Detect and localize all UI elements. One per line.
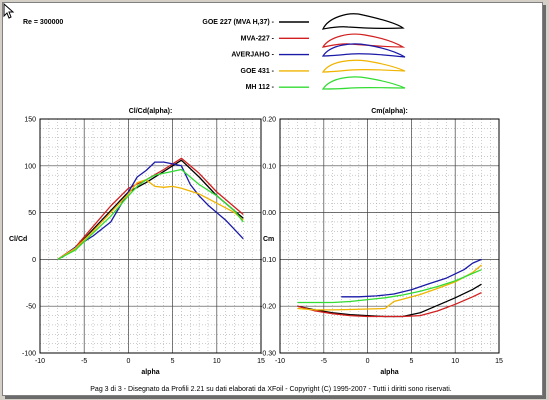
y-tick-label: 0 bbox=[32, 257, 36, 264]
report-sheet: Re = 300000 GOE 227 (MVA H,37) - MVA-227 … bbox=[2, 2, 543, 396]
series-line-cm-1 bbox=[297, 292, 482, 318]
y-axis-label: Cm bbox=[263, 236, 274, 243]
legend-label: MVA-227 - bbox=[241, 35, 275, 42]
x-tick-label: 10 bbox=[451, 358, 459, 365]
y-tick-label: 0.20 bbox=[262, 117, 276, 124]
x-tick-label: -5 bbox=[81, 358, 87, 365]
chart-title: Cm(alpha): bbox=[371, 108, 408, 115]
reynolds-label: Re = 300000 bbox=[23, 19, 63, 26]
x-tick-label: 15 bbox=[257, 358, 265, 365]
mouse-cursor-icon bbox=[3, 3, 15, 19]
chart-title: Cl/Cd(alpha): bbox=[129, 108, 173, 115]
series-line-cm-0 bbox=[297, 283, 482, 318]
y-tick-label: -0.20 bbox=[260, 304, 276, 311]
series-line-clcd-1 bbox=[57, 157, 244, 260]
cm-chart: -10 -5 0 5 10 15-0.30-0.20-0.100.000.100.20Cm… bbox=[260, 108, 503, 376]
x-axis-label: alpha bbox=[141, 369, 159, 376]
plot-frame bbox=[39, 118, 262, 354]
y-axis-label: Cl/Cd bbox=[9, 236, 27, 243]
x-tick-label: 15 bbox=[495, 358, 503, 365]
airfoil-goe227-shape bbox=[321, 13, 405, 30]
y-tick-label: -0.30 bbox=[260, 351, 276, 358]
x-axis-label: alpha bbox=[380, 369, 398, 376]
series-line-clcd-4 bbox=[57, 168, 244, 260]
x-tick-label: 0 bbox=[366, 358, 370, 365]
airfoil-mh112-shape bbox=[321, 76, 406, 90]
series-line-cm-2 bbox=[341, 258, 482, 298]
series-line-clcd-2 bbox=[61, 161, 244, 259]
x-tick-label: 10 bbox=[213, 358, 221, 365]
legend-label: AVERJAHO - bbox=[231, 52, 274, 59]
y-tick-label: -100 bbox=[22, 351, 36, 358]
airfoil-goe431-shape bbox=[321, 59, 406, 73]
x-tick-label: 0 bbox=[126, 358, 130, 365]
series-line-cm-4 bbox=[297, 269, 482, 304]
y-tick-label: 0.10 bbox=[262, 163, 276, 170]
clcd-chart: -10 -5 0 5 10 15-100-50050100150Cl/Cd(alpha):… bbox=[9, 108, 265, 376]
x-tick-label: 5 bbox=[409, 358, 413, 365]
footer-text: Pag 3 di 3 - Disegnato da Profili 2.21 s… bbox=[90, 386, 452, 393]
legend-label: GOE 227 (MVA H,37) - bbox=[202, 19, 274, 26]
y-tick-label: 50 bbox=[28, 210, 36, 217]
legend: GOE 227 (MVA H,37) - MVA-227 - AVERJAHO - G… bbox=[202, 19, 309, 91]
series-line-clcd-0 bbox=[57, 159, 244, 260]
series-line-clcd-3 bbox=[57, 179, 244, 260]
x-tick-label: 5 bbox=[171, 358, 175, 365]
airfoil-shapes bbox=[321, 13, 406, 90]
y-tick-label: -50 bbox=[26, 304, 36, 311]
y-tick-label: 100 bbox=[24, 163, 36, 170]
x-tick-label: -5 bbox=[321, 358, 327, 365]
y-tick-label: -0.10 bbox=[260, 257, 276, 264]
legend-label: MH 112 - bbox=[246, 84, 275, 91]
x-tick-label: -10 bbox=[275, 358, 285, 365]
chart-canvas: Re = 300000 GOE 227 (MVA H,37) - MVA-227 … bbox=[9, 13, 503, 393]
y-tick-label: 0.00 bbox=[262, 210, 276, 217]
legend-label: GOE 431 - bbox=[241, 68, 275, 75]
airfoil-mva227-shape bbox=[321, 33, 406, 48]
series-line-cm-3 bbox=[297, 264, 482, 311]
x-tick-label: -10 bbox=[35, 358, 45, 365]
y-tick-label: 150 bbox=[24, 117, 36, 124]
plot-frame bbox=[279, 118, 500, 354]
airfoil-averjaho-shape bbox=[321, 43, 406, 58]
